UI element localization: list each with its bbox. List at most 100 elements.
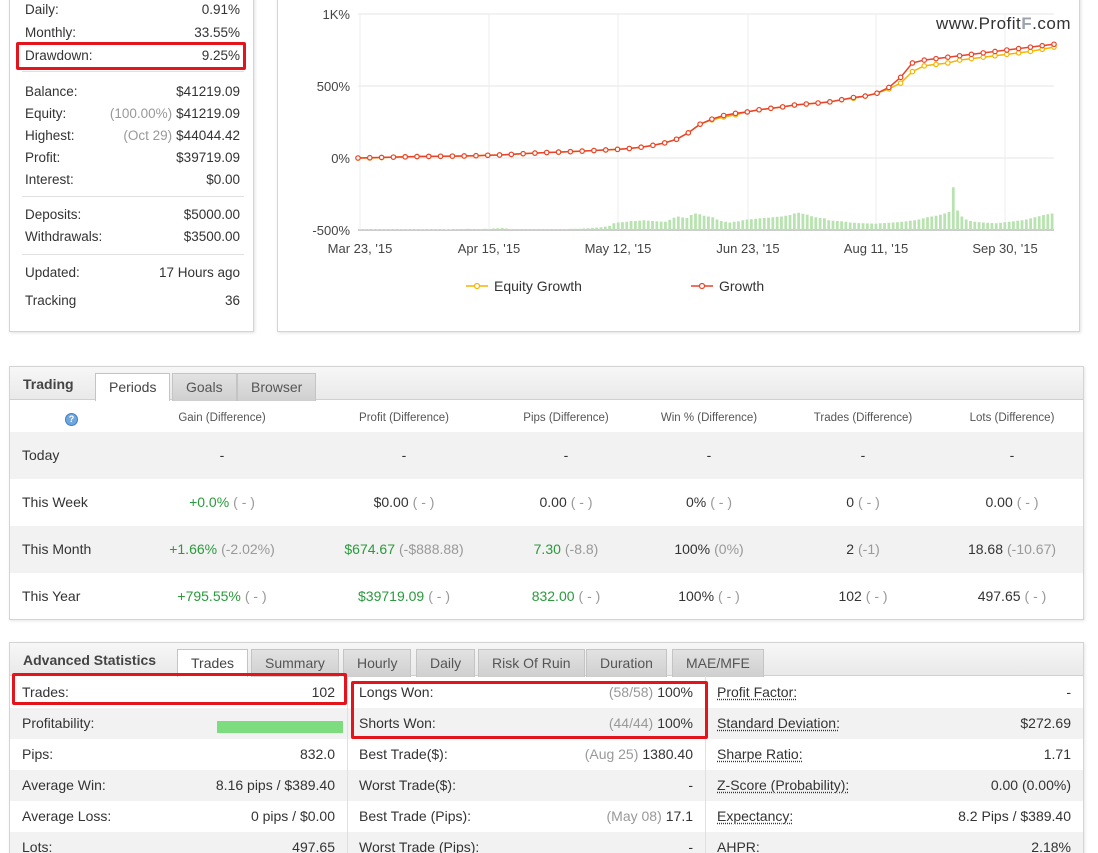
stat-label[interactable]: Sharpe Ratio: (717, 739, 803, 770)
help-icon[interactable]: ? (65, 413, 78, 426)
stat-value: 1.71 (1044, 739, 1071, 770)
highlight-longs-shorts (351, 681, 708, 739)
tab-goals[interactable]: Goals (172, 373, 237, 401)
stat-amount: $44044.42 (176, 128, 240, 143)
period-diff: ( - ) (1017, 494, 1039, 510)
volume-bar (617, 223, 620, 231)
volume-bar (741, 220, 744, 230)
volume-bar (458, 229, 461, 230)
stat-value: 8.2 Pips / $389.40 (958, 801, 1071, 832)
series-point (509, 152, 513, 156)
volume-bar (776, 217, 779, 230)
period-value: +795.55% (177, 588, 240, 604)
series-point (934, 56, 938, 60)
stat-note: (Aug 25) (585, 746, 639, 762)
period-cell: $39719.09( - ) (358, 588, 450, 604)
volume-bar (952, 187, 955, 230)
col-pips[interactable]: Pips (Difference) (523, 412, 608, 424)
stat-label: Withdrawals: (25, 226, 102, 248)
stat-label[interactable]: AHPR: (717, 832, 760, 853)
volume-bar (793, 214, 796, 231)
legend-swatch-point (700, 284, 705, 289)
series-point (686, 131, 690, 135)
volume-bar (1042, 215, 1045, 230)
series-point (851, 95, 855, 99)
stat-label[interactable]: Standard Deviation: (717, 708, 840, 739)
series-point (946, 55, 950, 59)
series-point (674, 137, 678, 141)
col-gain[interactable]: Gain (Difference) (178, 412, 265, 424)
series-point (438, 154, 442, 158)
stat-value: $0.00 (206, 169, 240, 191)
series-point (710, 117, 714, 121)
period-cell: - (220, 447, 225, 463)
volume-bar (956, 211, 959, 231)
volume-bar (1034, 217, 1037, 230)
series-point (910, 61, 914, 65)
period-value: - (1010, 447, 1015, 463)
stat-equity: Equity: (100.00%) $41219.09 (25, 103, 240, 125)
stat-label[interactable]: Expectancy: (717, 801, 793, 832)
period-diff: (0%) (714, 541, 744, 557)
tab-hourly[interactable]: Hourly (343, 649, 411, 677)
tab-daily[interactable]: Daily (416, 649, 475, 677)
x-tick-label: Jun 23, '15 (716, 241, 779, 256)
stat-value: - (688, 832, 693, 853)
stat-value: 0.00 (0.00%) (991, 770, 1071, 801)
stat-label: Tracking (25, 290, 76, 312)
stat-value: 17 Hours ago (159, 262, 240, 284)
stat-label: Worst Trade (Pips): (359, 832, 479, 853)
volume-bar (797, 213, 800, 230)
volume-bar (896, 222, 899, 230)
volume-bar (754, 219, 757, 230)
volume-bar (681, 217, 684, 230)
stat-label: Interest: (25, 169, 74, 191)
stat-value: 36 (225, 290, 240, 312)
series-point (580, 149, 584, 153)
series-point (604, 148, 608, 152)
period-value: - (402, 447, 407, 463)
stat-value: 497.65 (292, 832, 335, 853)
volume-bar (943, 214, 946, 231)
tab-browser[interactable]: Browser (237, 373, 316, 401)
volume-bar (522, 229, 525, 230)
period-value: - (707, 447, 712, 463)
period-diff: ( - ) (413, 494, 435, 510)
series-point (934, 62, 938, 66)
period-value: - (564, 447, 569, 463)
col-lots[interactable]: Lots (Difference) (970, 412, 1055, 424)
stat-amount: 8.2 Pips / $389.40 (958, 808, 1071, 824)
stat-daily: Daily: 0.91% (25, 0, 240, 21)
tab-risk-of-ruin[interactable]: Risk Of Ruin (478, 649, 585, 677)
tab-duration[interactable]: Duration (586, 649, 667, 677)
series-point (497, 153, 501, 157)
series-point (957, 54, 961, 58)
volume-bar (454, 229, 457, 230)
stat-amount: - (688, 839, 693, 853)
divider (22, 254, 244, 255)
tab-periods[interactable]: Periods (95, 373, 170, 401)
volume-bar (767, 218, 770, 230)
volume-bar (527, 229, 530, 230)
period-cell: 0%( - ) (686, 494, 732, 510)
period-diff: ( - ) (571, 494, 593, 510)
x-tick-label: Mar 23, '15 (328, 241, 393, 256)
period-cell: - (707, 447, 712, 463)
stat-note: (Oct 29) (123, 128, 172, 143)
stat-row: Average Loss: 0 pips / $0.00 (10, 801, 347, 832)
stat-label[interactable]: Profit Factor: (717, 677, 797, 708)
stat-label[interactable]: Z-Score (Probability): (717, 770, 849, 801)
col-win[interactable]: Win % (Difference) (661, 412, 757, 424)
volume-bar (561, 229, 564, 230)
tab-mae-mfe[interactable]: MAE/MFE (672, 649, 764, 677)
period-cell: 100%( - ) (678, 588, 740, 604)
stat-label: Profitability: (22, 708, 94, 739)
stat-value: $272.69 (1020, 708, 1071, 739)
col-trades[interactable]: Trades (Difference) (814, 412, 912, 424)
period-cell: +0.0%( - ) (189, 494, 255, 510)
stat-row: Average Win: 8.16 pips / $389.40 (10, 770, 347, 801)
series-point (356, 156, 360, 160)
volume-bar (986, 223, 989, 230)
period-diff: (-10.67) (1007, 541, 1056, 557)
col-profit[interactable]: Profit (Difference) (359, 412, 449, 424)
